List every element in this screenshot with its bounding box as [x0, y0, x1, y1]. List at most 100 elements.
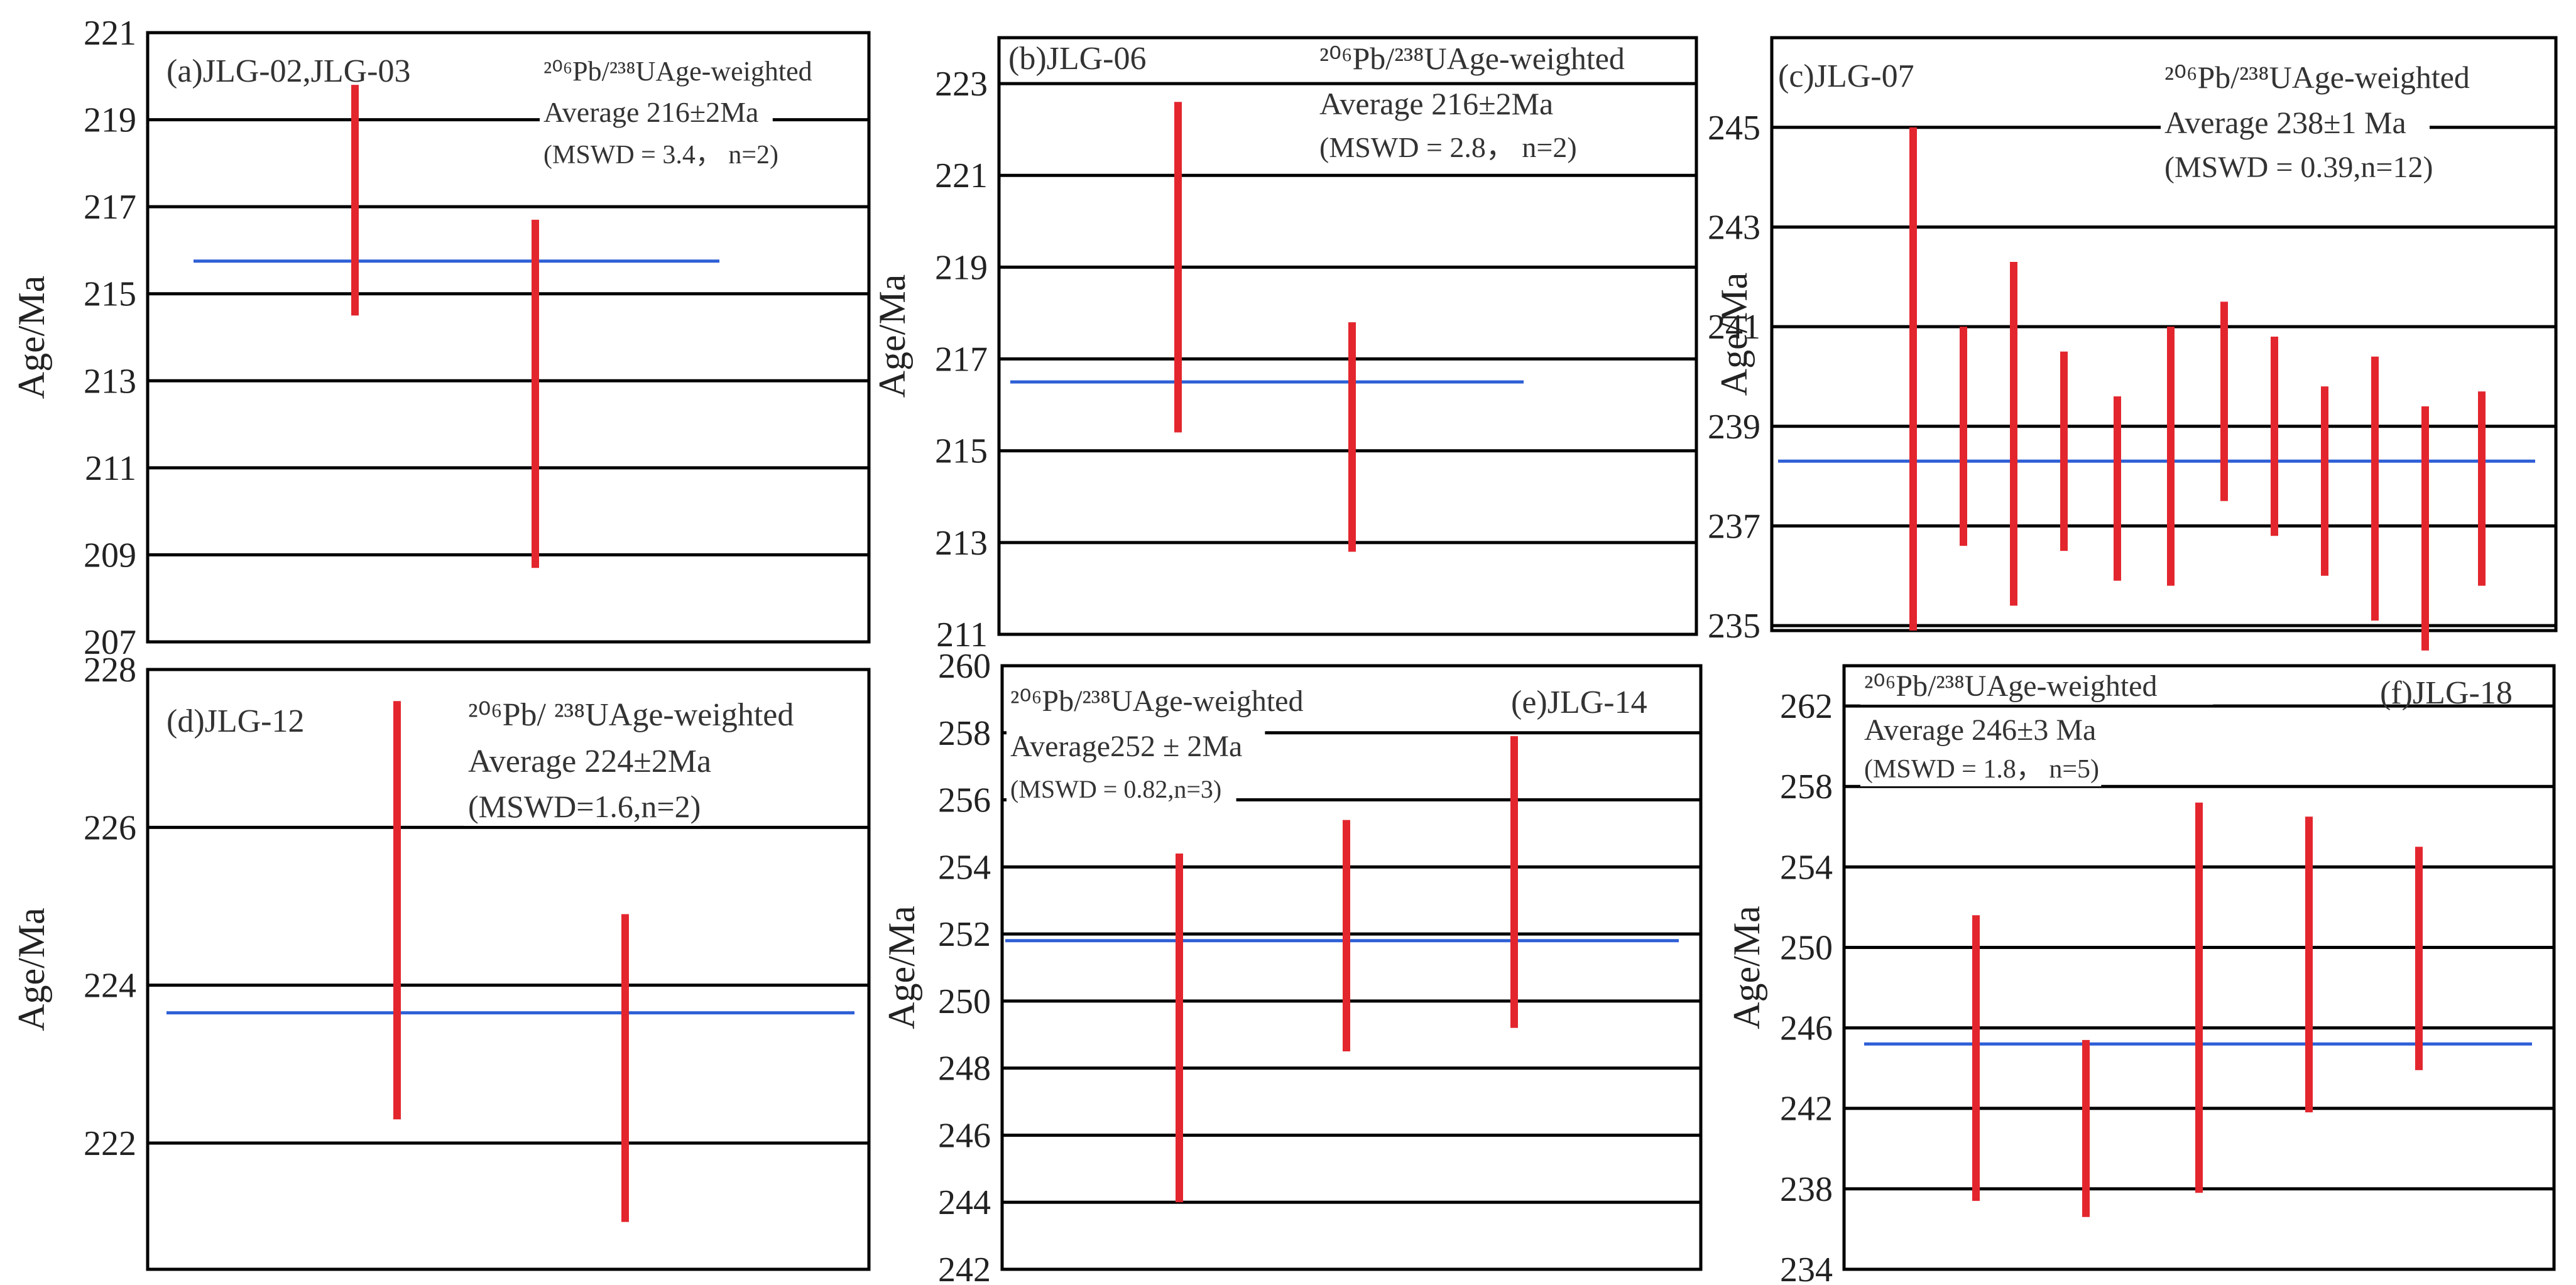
y-tick-label: 211	[85, 449, 136, 488]
annotation-line: ²⁰⁶Pb/²³⁸UAge-weighted	[543, 56, 812, 87]
y-tick-label: 213	[84, 362, 136, 401]
y-tick-label: 243	[1708, 208, 1760, 247]
annotation-background	[540, 141, 781, 172]
annotation-background	[2161, 106, 2430, 142]
y-tick-label: 238	[1780, 1170, 1833, 1209]
panel-label: (a)JLG-02,JLG-03	[166, 53, 410, 89]
annotation-background	[1007, 730, 1265, 765]
y-tick-label: 226	[84, 808, 136, 847]
y-tick-label: 215	[935, 432, 988, 471]
annotation-line: (MSWD = 0.39,n=12)	[2164, 151, 2433, 184]
panel-a: 207 209 211 213 215 217 219 221 Age/Ma (a)JLG-02,…	[11, 14, 871, 662]
annotation-background	[1316, 132, 1579, 166]
annotation-line: (MSWD = 3.4， n=2)	[543, 141, 778, 170]
annotation-background	[2161, 151, 2451, 186]
y-tick-label: 209	[84, 536, 136, 575]
panel-d: 222 224 226 228 Age/Ma (d)JLG-12 ²⁰⁶Pb/ ²³⁸UAg…	[11, 651, 871, 1271]
annotation-line: (MSWD = 0.82,n=3)	[1010, 775, 1221, 803]
y-tick-label: 252	[938, 915, 991, 954]
annotation-background	[1860, 755, 2102, 786]
annotation-background	[1316, 41, 1683, 78]
panel-e: 242 244 246 248 250 252 254 256 258 260 Age/Ma (e)J…	[881, 647, 1703, 1285]
y-tick-label: 239	[1708, 408, 1760, 447]
y-axis-label: Age/Ma	[1713, 273, 1755, 396]
y-tick-label: 246	[938, 1116, 991, 1155]
y-tick-label: 260	[938, 647, 991, 686]
y-tick-label: 228	[84, 651, 136, 690]
y-tick-label: 262	[1780, 687, 1833, 726]
panel-label: (e)JLG-14	[1511, 685, 1647, 720]
y-tick-label: 217	[84, 188, 136, 227]
y-tick-label: 234	[1780, 1250, 1833, 1285]
y-tick-label: 215	[84, 275, 136, 314]
annotation-background	[2161, 60, 2528, 97]
annotation-line: ²⁰⁶Pb/²³⁸UAge-weighted	[1010, 685, 1303, 718]
y-tick-label: 244	[938, 1183, 991, 1222]
y-axis-label: Age/Ma	[1726, 906, 1767, 1029]
y-tick-label: 237	[1708, 507, 1760, 546]
annotation-line: Average 216±2Ma	[543, 96, 758, 128]
y-tick-label: 242	[1780, 1090, 1833, 1129]
y-axis-label: Age/Ma	[11, 276, 52, 399]
y-tick-label: 241	[1708, 308, 1760, 347]
annotation-background	[1316, 87, 1568, 123]
y-tick-label: 223	[935, 65, 988, 104]
annotation-line: (MSWD = 2.8， n=2)	[1319, 131, 1577, 163]
panel-label: (f)JLG-18	[2380, 675, 2513, 711]
y-axis-label: Age/Ma	[881, 906, 922, 1029]
y-tick-label: 250	[938, 982, 991, 1021]
y-tick-label: 250	[1780, 928, 1833, 967]
annotation-background	[464, 697, 863, 734]
y-tick-label: 245	[1708, 109, 1760, 148]
annotation-background	[1007, 776, 1236, 806]
y-tick-label: 219	[84, 101, 136, 140]
annotation-line: ²⁰⁶Pb/²³⁸UAge-weighted	[1319, 41, 1625, 76]
annotation-line: Average 246±3 Ma	[1864, 713, 2096, 747]
y-tick-label: 211	[936, 615, 988, 654]
annotation-line: Average 238±1 Ma	[2164, 105, 2406, 140]
panel-f: 234 238 242 246 250 254 258 262 Age/Ma (f)JLG-18 ²…	[1726, 664, 2556, 1285]
annotation-line: Average252 ± 2Ma	[1010, 730, 1242, 763]
y-tick-label: 242	[938, 1250, 991, 1285]
y-tick-label: 224	[84, 967, 136, 1006]
annotation-background	[540, 97, 773, 131]
y-tick-label: 213	[935, 524, 988, 563]
annotation-line: ²⁰⁶Pb/²³⁸UAge-weighted	[2164, 60, 2470, 95]
annotation-line: Average 216±2Ma	[1319, 86, 1553, 121]
y-tick-label: 246	[1780, 1009, 1833, 1048]
annotation-line: (MSWD = 1.8， n=5)	[1864, 755, 2099, 784]
annotation-background	[1007, 685, 1360, 720]
y-tick-label: 207	[84, 623, 136, 662]
plot-frame	[146, 31, 871, 644]
annotation-line: ²⁰⁶Pb/²³⁸UAge-weighted	[1864, 670, 2157, 703]
y-axis-label: Age/Ma	[11, 908, 52, 1031]
panel-label: (c)JLG-07	[1778, 58, 1914, 94]
y-axis-label: Age/Ma	[871, 274, 913, 398]
panel-c: 235 237 239 241 243 245 Age/Ma (c)JLG-07 ²⁰⁶Pb/²…	[1708, 36, 2558, 651]
panel-b: 211 213 215 217 219 221 223 Age/Ma (b)JLG-06 ²⁰⁶P…	[871, 36, 1698, 654]
annotation-background	[1860, 670, 2213, 705]
plot-frame	[997, 36, 1698, 636]
y-tick-label: 258	[1780, 767, 1833, 806]
y-tick-label: 221	[84, 14, 136, 53]
annotation-line: Average 224±2Ma	[468, 744, 711, 779]
y-tick-label: 254	[1780, 848, 1833, 887]
panel-label: (b)JLG-06	[1008, 41, 1147, 77]
y-tick-label: 221	[935, 156, 988, 195]
y-tick-label: 258	[938, 714, 991, 753]
y-tick-label: 256	[938, 781, 991, 820]
y-tick-label: 254	[938, 848, 991, 887]
annotation-background	[540, 57, 864, 89]
annotation-background	[464, 743, 727, 781]
y-tick-label: 235	[1708, 607, 1760, 646]
y-tick-label: 222	[84, 1124, 136, 1163]
y-tick-label: 248	[938, 1049, 991, 1088]
plot-frame	[1000, 664, 1703, 1271]
annotation-background	[464, 789, 701, 826]
annotation-line: (MSWD=1.6,n=2)	[468, 789, 701, 824]
y-tick-label: 219	[935, 248, 988, 287]
annotation-background	[1860, 713, 2135, 749]
annotation-line: ²⁰⁶Pb/ ²³⁸UAge-weighted	[468, 697, 794, 733]
panel-label: (d)JLG-12	[166, 703, 305, 739]
